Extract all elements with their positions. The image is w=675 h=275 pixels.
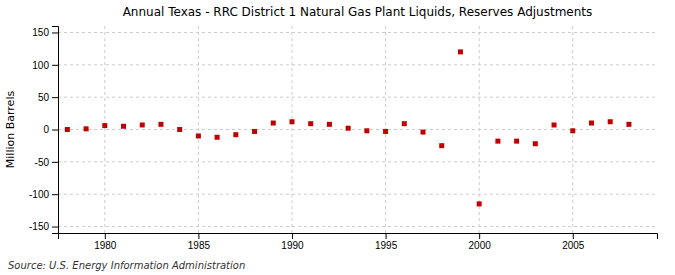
grid-line bbox=[58, 32, 657, 33]
point bbox=[271, 121, 276, 126]
tick: 0 bbox=[43, 124, 58, 135]
grid-line bbox=[58, 129, 657, 130]
point bbox=[421, 130, 426, 135]
tick: -150 bbox=[29, 221, 58, 232]
point bbox=[102, 123, 107, 128]
y-axis-title: Million Barrels bbox=[4, 91, 17, 169]
point bbox=[289, 119, 294, 124]
grid bbox=[58, 26, 657, 233]
tick-mark bbox=[386, 233, 387, 239]
point bbox=[140, 122, 145, 127]
point bbox=[346, 126, 351, 131]
point bbox=[477, 201, 482, 206]
tick-label: 1985 bbox=[188, 240, 211, 251]
annotation: Source: U.S. Energy Information Administ… bbox=[8, 260, 245, 271]
tick-mark bbox=[52, 97, 58, 98]
tick-mark bbox=[573, 233, 574, 239]
point bbox=[252, 129, 257, 134]
tick-label: -100 bbox=[29, 189, 49, 200]
tick: 1995 bbox=[375, 233, 398, 251]
tick-mark bbox=[292, 233, 293, 239]
tick-mark bbox=[52, 162, 58, 163]
point bbox=[215, 135, 220, 140]
tick-label: 2005 bbox=[562, 240, 585, 251]
axis-line bbox=[59, 234, 658, 240]
tick-label: 1995 bbox=[375, 240, 398, 251]
tick-mark bbox=[105, 233, 106, 239]
tick: -100 bbox=[29, 189, 58, 200]
chart: 1980 1985 1990 1995 2000 2005 -150 -100 -50 0 50 10… bbox=[0, 0, 675, 275]
tick-mark bbox=[52, 194, 58, 195]
point bbox=[402, 121, 407, 126]
tick-mark bbox=[198, 233, 199, 239]
point bbox=[608, 119, 613, 124]
tick-label: 1980 bbox=[94, 240, 117, 251]
tick-mark bbox=[479, 233, 480, 239]
tick-label: 0 bbox=[43, 124, 49, 135]
tick-label: 2000 bbox=[469, 240, 492, 251]
point bbox=[589, 121, 594, 126]
points bbox=[65, 49, 632, 206]
point bbox=[626, 122, 631, 127]
tick: 2005 bbox=[562, 233, 585, 251]
grid-line bbox=[58, 64, 657, 65]
tick-label: 1990 bbox=[281, 240, 304, 251]
tick-label: 100 bbox=[32, 60, 49, 71]
point bbox=[383, 129, 388, 134]
tick: 2000 bbox=[469, 233, 492, 251]
point bbox=[514, 139, 519, 144]
tick: 100 bbox=[32, 60, 58, 71]
tick: 1980 bbox=[94, 233, 117, 251]
tick: 50 bbox=[38, 92, 58, 103]
plot-area: 1980 1985 1990 1995 2000 2005 -150 -100 -50 0 50 10… bbox=[29, 26, 658, 251]
tick: -50 bbox=[35, 157, 58, 168]
tick: 1985 bbox=[188, 233, 211, 251]
tick-mark bbox=[52, 130, 58, 131]
grid-line bbox=[58, 161, 657, 162]
tick: 1990 bbox=[281, 233, 304, 251]
tick-mark bbox=[52, 65, 58, 66]
tick-mark bbox=[52, 32, 58, 33]
point bbox=[495, 139, 500, 144]
tick-mark bbox=[52, 227, 58, 228]
point bbox=[570, 128, 575, 133]
tick-label: 150 bbox=[32, 27, 49, 38]
grid-line bbox=[58, 97, 657, 98]
point bbox=[533, 141, 538, 146]
point bbox=[65, 127, 70, 132]
x-axis: 1980 1985 1990 1995 2000 2005 bbox=[59, 233, 658, 251]
point bbox=[364, 128, 369, 133]
point bbox=[458, 49, 463, 54]
tick-label: -150 bbox=[29, 221, 49, 232]
tick-label: 50 bbox=[38, 92, 50, 103]
point bbox=[177, 127, 182, 132]
tick-label: -50 bbox=[35, 157, 50, 168]
grid-line bbox=[58, 194, 657, 195]
point bbox=[158, 122, 163, 127]
grid-line bbox=[104, 26, 105, 233]
axis-line bbox=[52, 27, 59, 234]
point bbox=[552, 122, 557, 127]
title: Annual Texas - RRC District 1 Natural Ga… bbox=[123, 5, 593, 19]
y-axis: -150 -100 -50 0 50 100 150 bbox=[29, 27, 59, 234]
grid-line bbox=[58, 226, 657, 227]
point bbox=[121, 124, 126, 129]
tick: 150 bbox=[32, 27, 58, 38]
point bbox=[327, 122, 332, 127]
point bbox=[439, 143, 444, 148]
point bbox=[308, 121, 313, 126]
point bbox=[196, 133, 201, 138]
point bbox=[84, 126, 89, 131]
point bbox=[233, 132, 238, 137]
